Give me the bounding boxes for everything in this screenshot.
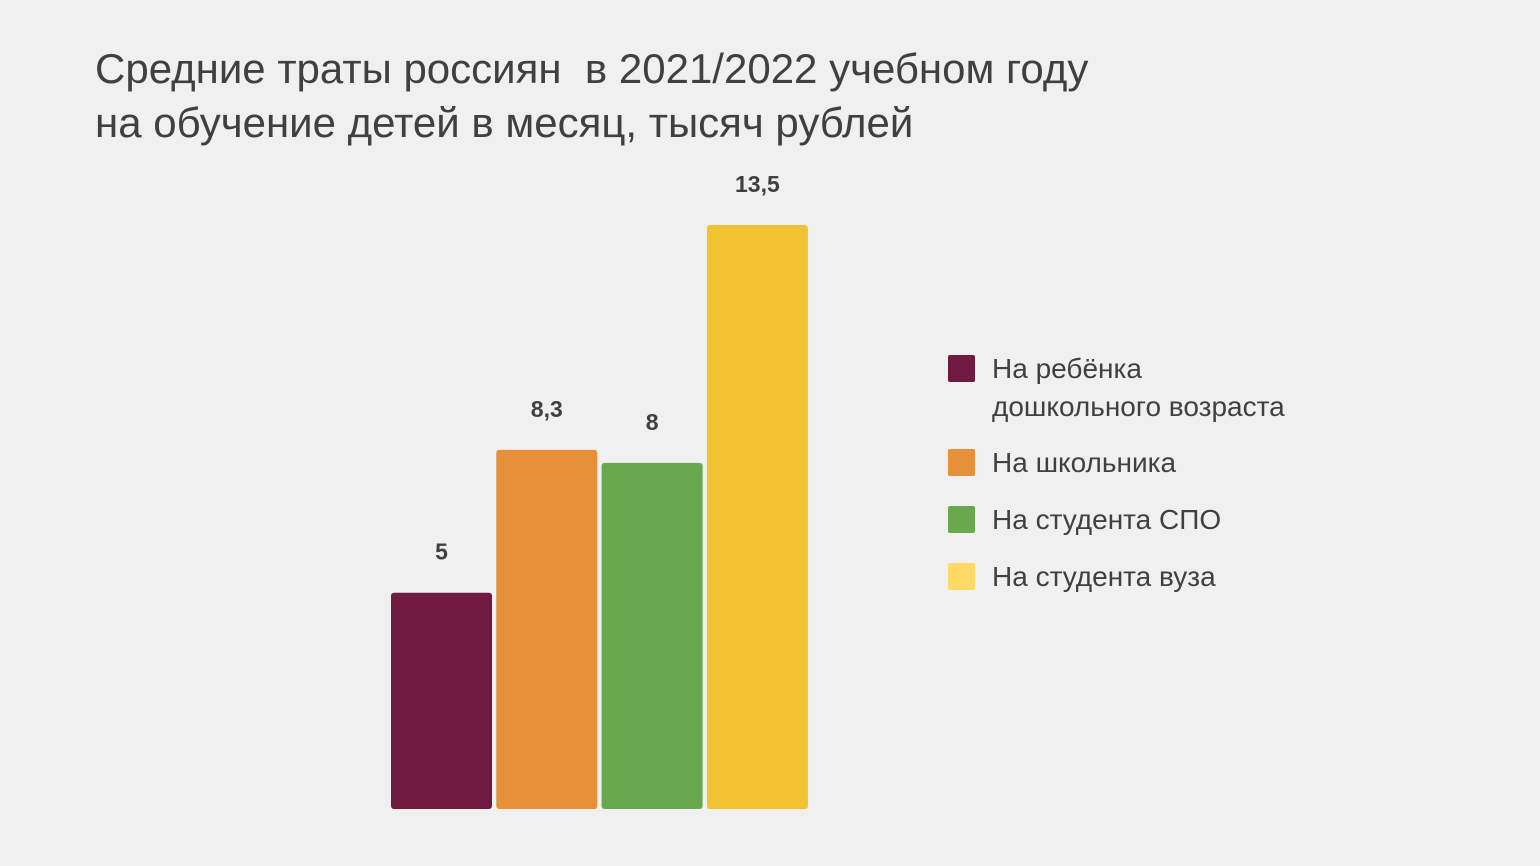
legend-swatch-college-student [948, 506, 975, 533]
bar-university-student [706, 225, 808, 809]
data-label-university-student: 13,5 [735, 171, 780, 197]
legend-swatch-schoolchild [948, 449, 975, 476]
legend-swatch-university-student [948, 563, 975, 590]
data-label-college-student: 8 [646, 409, 659, 435]
legend-label-preschool: На ребёнка дошкольного возраста [992, 353, 1285, 422]
bar-schoolchild [496, 449, 598, 809]
legend-label-university-student: На студента вуза [992, 561, 1216, 592]
legend-swatch-preschool [948, 355, 975, 382]
bar-college-student [601, 462, 703, 809]
chart-title-line-1: Средние траты россиян в 2021/2022 учебно… [95, 45, 1089, 92]
bar-preschool [391, 592, 492, 809]
chart-title: Средние траты россиян в 2021/2022 учебно… [95, 42, 1295, 150]
legend-label-college-student: На студента СПО [992, 504, 1222, 535]
data-label-preschool: 5 [435, 539, 448, 565]
chart-title-line-2: на обучение детей в месяц, тысяч рублей [95, 99, 914, 146]
data-label-schoolchild: 8,3 [531, 396, 563, 422]
legend-label-schoolchild: На школьника [992, 447, 1177, 478]
